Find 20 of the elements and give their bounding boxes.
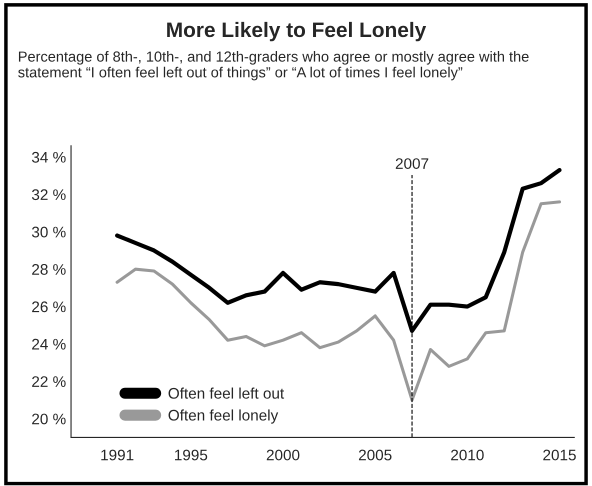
- legend-label: Often feel lonely: [168, 409, 278, 424]
- y-tick-label: 22 %: [32, 376, 66, 387]
- ref-line-label: 2007: [396, 158, 428, 170]
- chart-title: More Likely to Feel Lonely: [167, 22, 426, 42]
- x-tick-label: 1991: [101, 450, 134, 460]
- x-tick-label: 2000: [266, 450, 300, 460]
- x-tick-label: 2005: [358, 450, 392, 460]
- chart-subtitle: Percentage of 8th-, 10th-, and 12th-graders who agree or mostly agree with the statement “I often feel left out of things” or “A lot of times I feel lonely”: [18, 51, 529, 80]
- x-tick-label: 2010: [451, 450, 484, 460]
- legend-label: Often feel left out: [168, 388, 284, 399]
- y-tick-label: 32 %: [32, 189, 66, 200]
- x-tick-label: 1995: [175, 450, 208, 460]
- y-tick-label: 30 %: [32, 226, 66, 238]
- x-tick-label: 2015: [543, 450, 576, 460]
- line-series: [116, 200, 562, 402]
- y-tick-label: 20 %: [32, 414, 66, 424]
- y-tick-label: 24 %: [32, 338, 66, 350]
- y-tick-label: 28 %: [32, 264, 66, 275]
- y-tick-label: 34 %: [32, 152, 66, 163]
- y-tick-label: 26 %: [32, 301, 66, 312]
